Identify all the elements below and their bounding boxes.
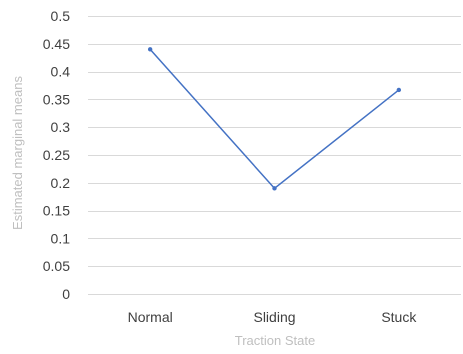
y-tick-label: 0.25 [43,147,70,163]
y-tick-label: 0.05 [43,258,70,274]
series-layer [147,47,402,191]
y-tick-label: 0.5 [51,8,71,24]
x-tick-label: Stuck [381,309,417,325]
y-tick-labels: 0 0.05 0.1 0.15 0.2 0.25 0.3 0.35 0.4 0.45 0.5 [43,8,70,302]
y-axis-title: Estimated marginal means [10,76,25,230]
data-point [147,47,153,52]
data-point [396,87,402,93]
series-line-0 [149,48,400,190]
y-tick-label: 0.45 [43,36,70,52]
y-tick-label: 0.3 [51,119,71,135]
x-tick-label: Sliding [253,309,295,325]
y-tick-label: 0.35 [43,91,70,107]
x-tick-labels: Normal Sliding Stuck [128,309,418,325]
x-axis-title: Traction State [235,333,315,348]
y-tick-label: 0.15 [43,203,70,219]
y-tick-label: 0.2 [51,175,71,191]
data-point [272,186,277,191]
y-tick-label: 0 [62,286,70,302]
x-tick-label: Normal [128,309,173,325]
y-tick-label: 0.4 [51,64,71,80]
grid-lines [88,16,461,295]
y-tick-label: 0.1 [51,230,71,246]
